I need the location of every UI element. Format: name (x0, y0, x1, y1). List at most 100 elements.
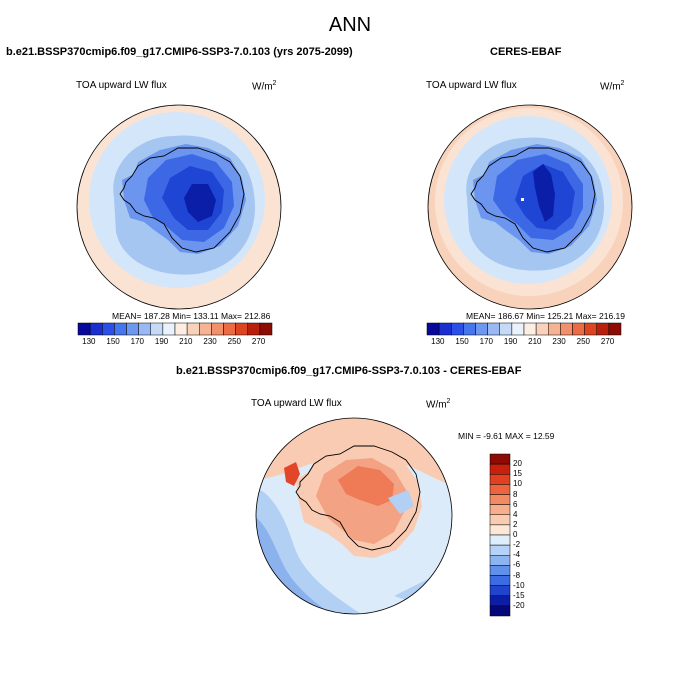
panel-3-variable-label: TOA upward LW flux (251, 398, 342, 409)
panel-2-colorbar-swatch (475, 322, 488, 336)
panel-1-colorbar-tick-label: 250 (227, 337, 241, 346)
panel-1-map (76, 104, 282, 310)
panel-1-colorbar-swatch (138, 322, 151, 336)
panel-1-colorbar-swatch (174, 322, 188, 336)
panel-3-colorbar-swatch (489, 555, 511, 566)
panel-3-colorbar-swatch (489, 494, 511, 505)
panel-2-colorbar-tick-label: 150 (455, 337, 469, 346)
panel-1-colorbar-swatch (223, 322, 236, 336)
panel-3-colorbar-tick-label: 4 (513, 509, 518, 519)
panel-1-colorbar-tick-label: 150 (106, 337, 120, 346)
panel-3-peninsula-hot (284, 462, 300, 486)
panel-2-colorbar-tick-label: 130 (431, 337, 445, 346)
panel-3-colorbar-tick-label: 8 (513, 489, 518, 499)
panel-3-colorbar-tick-label: 0 (513, 530, 518, 539)
panel-3-colorbar-tick-label: 2 (513, 519, 518, 529)
panel-1-colorbar-tick-label: 130 (82, 337, 96, 346)
panel-3-colorbar-tick-label: -20 (513, 600, 525, 610)
panel-2-case-label: CERES-EBAF (490, 46, 562, 58)
panel-3-colorbar-swatch (489, 585, 511, 596)
panel-2-map (427, 104, 633, 310)
panel-3-colorbar-swatch (489, 504, 511, 515)
panel-3-colorbar-swatch (489, 484, 511, 495)
panel-2-colorbar-tick-label: 170 (479, 337, 493, 346)
panel-2-colorbar-swatch (572, 322, 585, 336)
panel-2-stats: MEAN= 186.67 Min= 125.21 Max= 216.19 (466, 311, 626, 321)
figure-title: ANN (328, 14, 372, 36)
panel-2-colorbar-swatch (487, 322, 500, 336)
panel-3-colorbar-tick-label: -6 (513, 560, 521, 570)
panel-3-colorbar-tick-label: 15 (513, 469, 522, 479)
panel-2-colorbar-swatch (463, 322, 476, 336)
panel-3-colorbar-swatch (489, 474, 511, 485)
panel-3-colorbar-tick-label: 10 (513, 479, 522, 489)
panel-2-unit-label: W/m2 (600, 80, 625, 93)
panel-3-colorbar-swatch (489, 463, 511, 475)
panel-2-colorbar-tick-label: 250 (576, 337, 590, 346)
panel-3-east-cool-streak (388, 490, 414, 514)
panel-1-colorbar-swatch (199, 322, 212, 336)
panel-1-colorbar-tick-label: 230 (203, 337, 217, 346)
panel-2-colorbar-swatch (523, 322, 537, 336)
panel-1-case-label: b.e21.BSSP370cmip6.f09_g17.CMIP6-SSP3-7.… (6, 46, 353, 58)
panel-3-colorbar (489, 453, 511, 617)
panel-3-case-label: b.e21.BSSP370cmip6.f09_g17.CMIP6-SSP3-7.… (176, 365, 522, 377)
panel-3-colorbar-swatch (489, 524, 511, 536)
panel-1-colorbar-swatch (126, 322, 139, 336)
panel-1-colorbar-tick-label: 170 (130, 337, 144, 346)
panel-1-colorbar-swatch (259, 322, 273, 336)
panel-2-colorbar-swatch (451, 322, 464, 336)
panel-2-colorbar-swatch (438, 322, 452, 336)
panel-3-colorbar-swatch (489, 565, 511, 576)
panel-2-colorbar-swatch (608, 322, 622, 336)
panel-3-colorbar-swatch (489, 595, 511, 607)
panel-3-continent-strong (338, 466, 394, 506)
panel-3-colorbar-swatch (489, 453, 511, 465)
panel-1-colorbar-swatch (77, 322, 91, 336)
panel-2-colorbar-swatch (584, 322, 597, 336)
panel-1-colorbar-swatch (114, 322, 127, 336)
panel-3-coastline (295, 445, 421, 551)
panel-1-colorbar-tick-label: 210 (179, 337, 193, 346)
panel-2-coastline (470, 147, 596, 253)
panel-3-colorbar-swatch (489, 605, 511, 617)
panel-1-stats: MEAN= 187.28 Min= 133.11 Max= 212.86 (112, 311, 271, 321)
panel-3-colorbar-swatch (489, 534, 511, 546)
panel-3-unit-label: W/m2 (426, 398, 451, 411)
panel-1-continent-core (184, 184, 216, 222)
panel-1-colorbar-swatch (211, 322, 224, 336)
panel-1-colorbar-tick-label: 270 (251, 337, 266, 346)
panel-3-colorbar-tick-label: -10 (513, 580, 525, 590)
panel-3-colorbar-tick-label: 6 (513, 499, 518, 509)
panel-2-colorbar-tick-label: 230 (552, 337, 566, 346)
panel-2-colorbar (426, 322, 622, 336)
panel-2-colorbar-swatch (535, 322, 549, 336)
panel-3-colorbar-tick-label: -2 (513, 540, 521, 550)
panel-3-stats: MIN = -9.61 MAX = 12.59 (458, 431, 555, 441)
panel-1-colorbar-swatch (150, 322, 164, 336)
panel-1-coastline (119, 147, 245, 253)
panel-2-colorbar-tick-label: 210 (528, 337, 542, 346)
panel-2-colorbar-swatch (499, 322, 513, 336)
panel-1-colorbar (77, 322, 273, 336)
panel-2-continent-core (533, 164, 555, 222)
panel-2-colorbar-swatch (560, 322, 573, 336)
panel-1-colorbar-tick-label: 190 (154, 337, 169, 346)
panel-1-unit-label: W/m2 (252, 80, 277, 93)
panel-3-map (255, 417, 453, 615)
panel-2-colorbar-swatch (596, 322, 610, 336)
panel-3-colorbar-tick-label: -8 (513, 570, 521, 580)
panel-3-colorbar-tick-label: 20 (513, 459, 522, 469)
panel-1-colorbar-swatch (102, 322, 115, 336)
panel-2-colorbar-tick-label: 270 (600, 337, 615, 346)
panel-2-colorbar-swatch (548, 322, 561, 336)
panel-1-colorbar-swatch (235, 322, 248, 336)
panel-2-colorbar-swatch (426, 322, 440, 336)
panel-1-colorbar-swatch (186, 322, 200, 336)
panel-1-colorbar-swatch (247, 322, 261, 336)
panel-2-variable-label: TOA upward LW flux (426, 80, 517, 91)
panel-2-missing-pixel (521, 198, 524, 201)
panel-2-colorbar-swatch (511, 322, 525, 336)
panel-1-colorbar-swatch (89, 322, 103, 336)
panel-3-colorbar-swatch (489, 514, 511, 526)
